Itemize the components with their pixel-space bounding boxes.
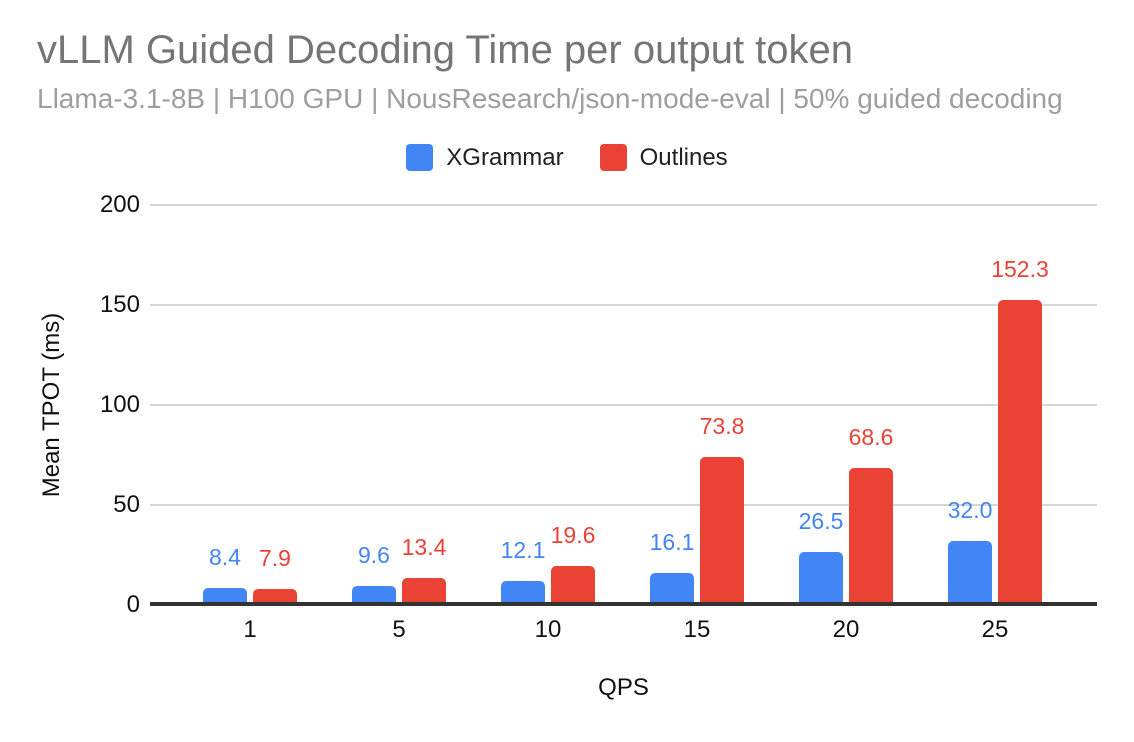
xtick-label-25: 25 (981, 616, 1009, 643)
xtick-label-10: 10 (534, 616, 562, 643)
gridline-200 (150, 204, 1097, 206)
value-label-outlines-qps-10: 19.6 (550, 521, 596, 548)
y-axis-title: Mean TPOT (ms) (38, 312, 65, 498)
value-label-outlines-qps-25: 152.3 (991, 256, 1049, 283)
legend-item-outlines: Outlines (599, 144, 728, 171)
bar-xgrammar-qps-1 (203, 588, 247, 605)
bar-xgrammar-qps-5 (352, 585, 396, 605)
value-label-outlines-qps-1: 7.9 (259, 545, 291, 572)
bar-xgrammar-qps-25 (948, 541, 992, 605)
chart-title: vLLM Guided Decoding Time per output tok… (37, 28, 854, 72)
ytick-label-200: 200 (99, 191, 140, 218)
value-label-xgrammar-qps-20: 26.5 (798, 508, 844, 534)
xtick-label-1: 1 (243, 616, 257, 643)
bar-outlines-qps-10 (551, 565, 595, 605)
legend-label-outlines: Outlines (639, 144, 728, 171)
bar-outlines-qps-20 (849, 467, 893, 605)
bar-outlines-qps-15 (700, 457, 744, 605)
ytick-label-50: 50 (113, 491, 140, 518)
chart-subtitle: Llama-3.1-8B | H100 GPU | NousResearch/j… (37, 83, 1063, 114)
bar-xgrammar-qps-20 (799, 552, 843, 605)
x-axis-line (150, 602, 1097, 606)
bar-outlines-qps-1 (253, 589, 297, 605)
ytick-label-100: 100 (99, 391, 140, 418)
xtick-label-15: 15 (683, 616, 711, 643)
value-label-xgrammar-qps-15: 16.1 (649, 528, 695, 555)
legend-swatch-outlines-icon (599, 144, 627, 171)
gridline-100 (150, 404, 1097, 406)
legend: XGrammar Outlines (0, 144, 1134, 171)
xtick-label-5: 5 (392, 616, 406, 643)
legend-item-xgrammar: XGrammar (406, 144, 564, 171)
x-axis-title: QPS (598, 674, 649, 701)
value-label-outlines-qps-15: 73.8 (699, 413, 745, 440)
bar-xgrammar-qps-10 (501, 580, 545, 605)
bar-outlines-qps-25 (998, 300, 1042, 605)
value-label-xgrammar-qps-5: 9.6 (358, 541, 390, 568)
legend-label-xgrammar: XGrammar (446, 144, 564, 171)
gridline-150 (150, 304, 1097, 306)
value-label-outlines-qps-5: 13.4 (401, 534, 447, 561)
ytick-label-150: 150 (99, 291, 140, 318)
gridline-50 (150, 504, 1097, 506)
legend-swatch-xgrammar-icon (406, 144, 434, 171)
ytick-label-0: 0 (126, 591, 140, 618)
value-label-xgrammar-qps-1: 8.4 (209, 544, 241, 571)
bar-xgrammar-qps-15 (650, 572, 694, 605)
value-label-xgrammar-qps-25: 32.0 (947, 497, 993, 523)
value-label-xgrammar-qps-10: 12.1 (500, 536, 546, 563)
bar-outlines-qps-5 (402, 578, 446, 605)
value-label-outlines-qps-20: 68.6 (848, 423, 894, 450)
xtick-label-20: 20 (832, 616, 860, 643)
